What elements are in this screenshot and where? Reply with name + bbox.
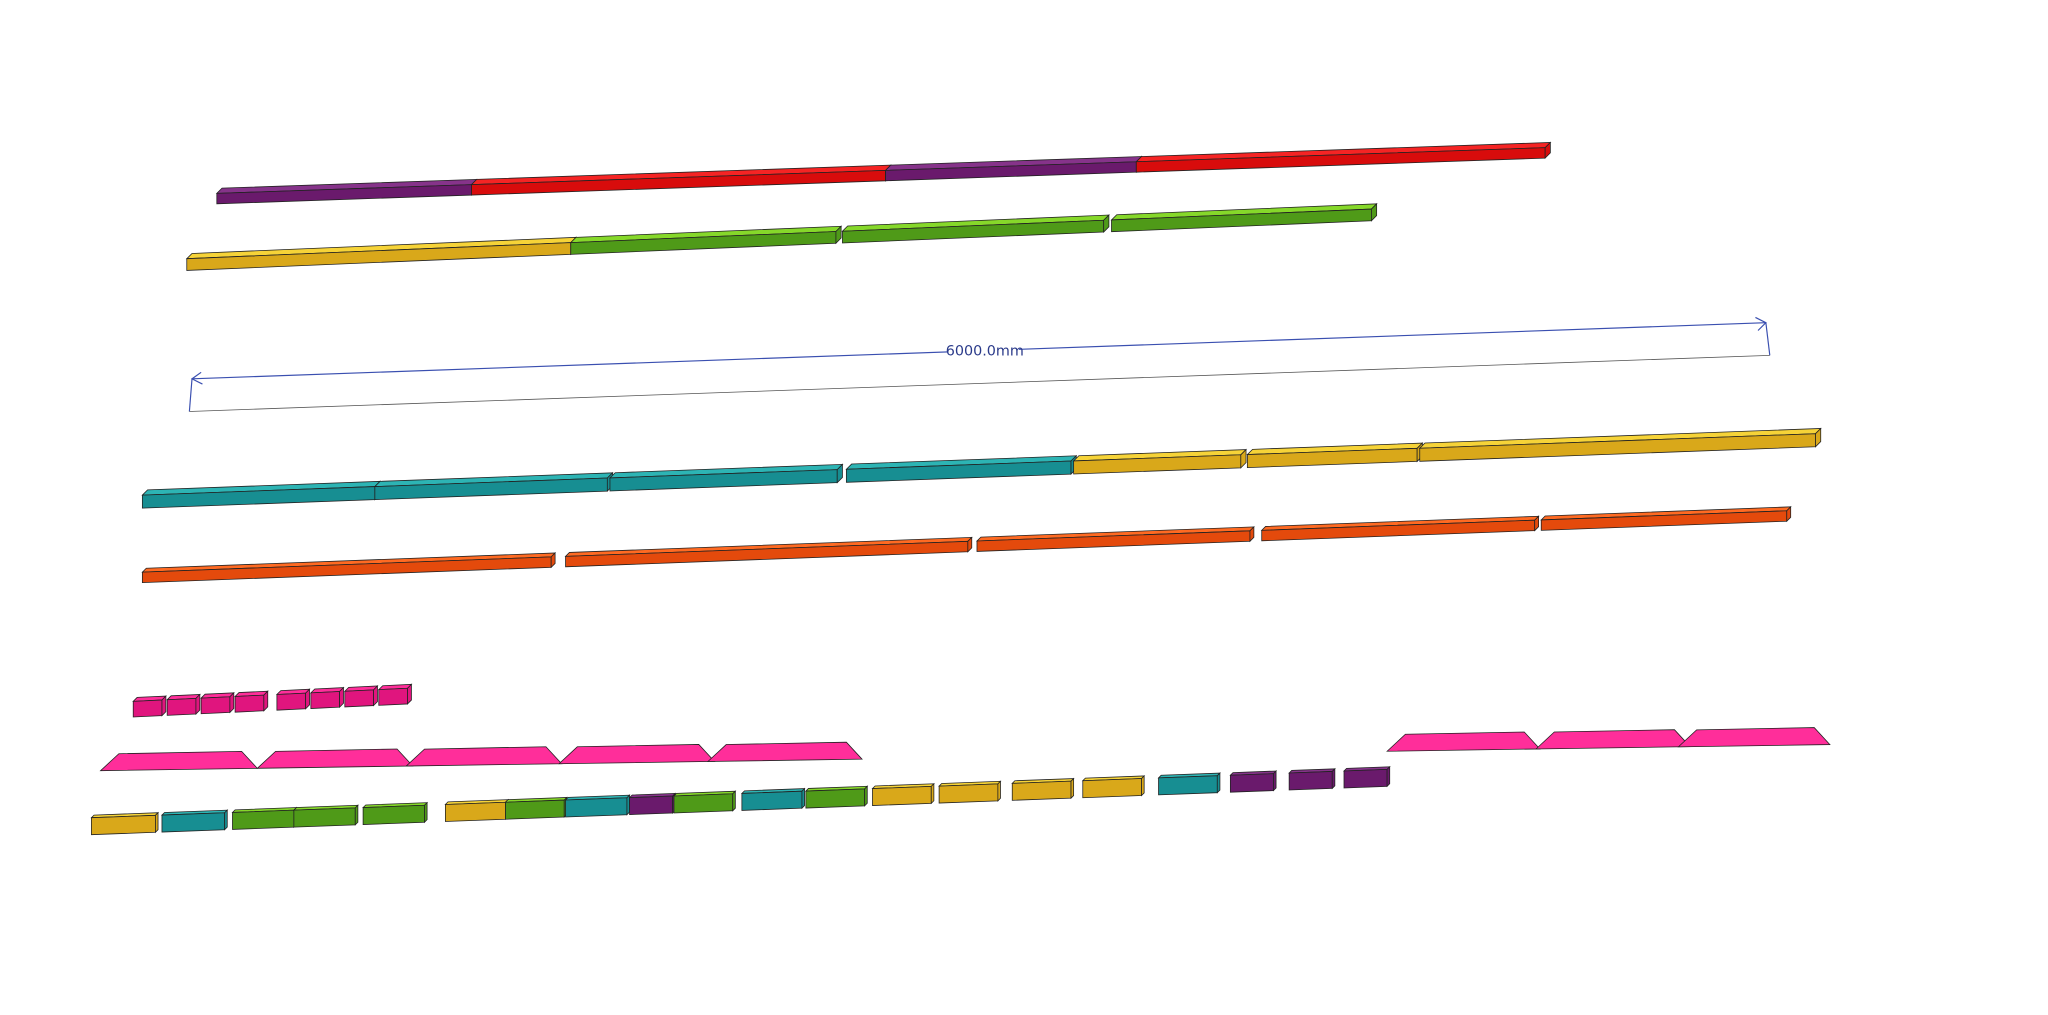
beam-side xyxy=(938,783,999,804)
beam-side xyxy=(805,788,866,809)
beam-end xyxy=(1216,772,1221,794)
beam-end xyxy=(732,790,736,812)
beam-end xyxy=(967,536,973,553)
beam-end xyxy=(424,801,428,824)
beam-side xyxy=(276,692,307,711)
beam-end xyxy=(1331,767,1336,790)
beam-side xyxy=(200,696,231,715)
beam-side xyxy=(132,699,163,718)
beam-side xyxy=(872,785,932,806)
beam-end xyxy=(1371,202,1378,222)
beam-side xyxy=(505,799,565,820)
beam-end xyxy=(224,809,228,831)
beam-side xyxy=(310,691,340,709)
beam-end xyxy=(161,695,167,717)
plate xyxy=(1534,729,1692,750)
beam-end xyxy=(930,782,935,805)
parts xyxy=(90,141,1831,836)
plate xyxy=(1386,731,1541,752)
dimension-label-bg xyxy=(948,342,1019,358)
beam-end xyxy=(1141,774,1145,797)
plate xyxy=(405,746,563,767)
beam-end xyxy=(229,691,235,714)
dimension xyxy=(188,316,1771,412)
plate xyxy=(256,748,414,769)
dimension-arrow xyxy=(1755,316,1767,331)
beam-side xyxy=(234,694,265,713)
beam-side xyxy=(232,809,295,830)
extension-line xyxy=(1765,322,1771,356)
beam-side xyxy=(1343,768,1388,789)
beam-side xyxy=(629,795,674,816)
beam-end xyxy=(195,693,201,715)
beam-end xyxy=(1103,214,1110,233)
beam-end xyxy=(1240,448,1247,469)
beam-side xyxy=(1229,773,1274,793)
beam-side xyxy=(673,793,734,814)
beam-side xyxy=(362,804,425,825)
plate xyxy=(1677,727,1831,748)
beam-end xyxy=(373,685,378,707)
beam-end xyxy=(550,552,556,569)
beam-end xyxy=(1273,770,1277,792)
dimension-label: 6000.0mm xyxy=(946,343,1024,359)
beam-side xyxy=(1158,775,1218,796)
beam-side xyxy=(565,797,628,818)
beam-side xyxy=(741,790,803,811)
plate xyxy=(706,741,863,762)
beam-end xyxy=(1386,765,1391,788)
beam-side xyxy=(166,697,197,716)
beam-side xyxy=(91,814,156,836)
beam-end xyxy=(155,811,159,834)
beam-end xyxy=(1534,515,1540,532)
plate xyxy=(99,750,259,772)
beam-end xyxy=(835,225,842,245)
extension-line xyxy=(188,378,193,412)
beam-end xyxy=(1070,777,1075,800)
beam-end xyxy=(1249,525,1255,543)
beam-side xyxy=(161,812,226,833)
beam-side xyxy=(1288,771,1333,791)
beam-end xyxy=(354,804,359,826)
beam-side xyxy=(444,801,506,822)
beam-side xyxy=(1011,780,1072,801)
beam-end xyxy=(836,463,843,484)
beam-side xyxy=(378,687,408,706)
beam-end xyxy=(1544,141,1551,160)
beam-end xyxy=(339,686,344,709)
beam-end xyxy=(305,688,310,710)
plate xyxy=(558,744,716,765)
beam-side xyxy=(344,689,374,708)
beam-end xyxy=(997,780,1001,802)
beam-end xyxy=(407,683,412,705)
beam-end xyxy=(801,787,805,810)
reference-line xyxy=(189,354,1770,412)
beam-side xyxy=(1082,778,1142,799)
beam-side xyxy=(293,807,356,828)
beam-end xyxy=(1815,427,1822,448)
beam-end xyxy=(1786,505,1792,523)
beam-end xyxy=(864,785,868,807)
beam-end xyxy=(263,690,269,712)
